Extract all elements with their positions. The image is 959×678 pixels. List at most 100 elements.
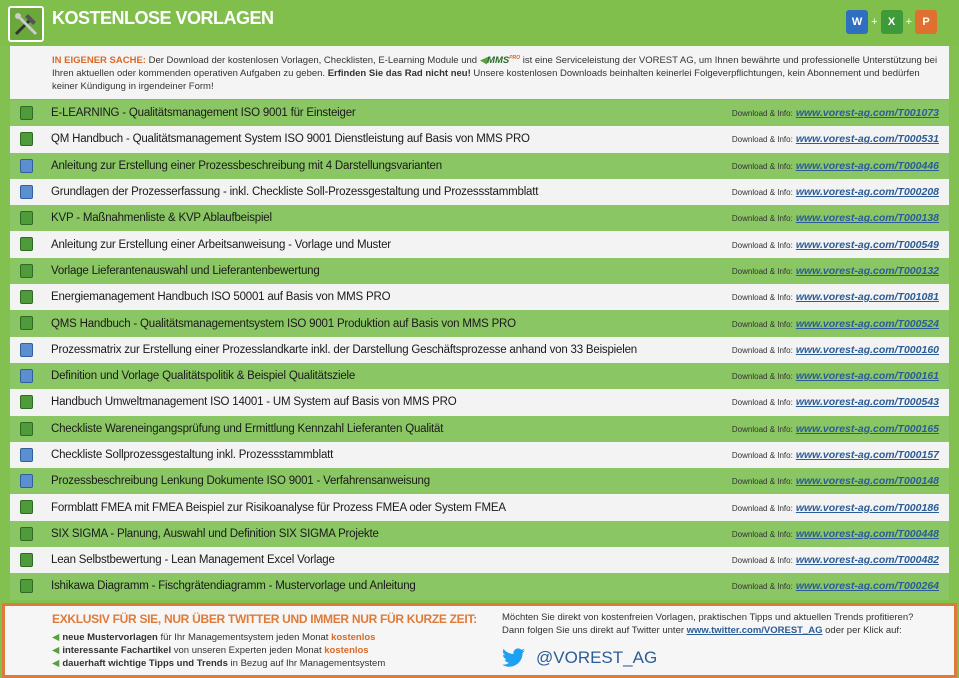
download-link[interactable]: www.vorest-ag.com/T001073 bbox=[795, 107, 939, 120]
download-info: Download & Info: www.vorest-ag.com/T00054… bbox=[732, 396, 939, 408]
download-link[interactable]: www.vorest-ag.com/T000157 bbox=[795, 449, 939, 461]
template-title: Anleitung zur Erstellung einer Arbeitsan… bbox=[51, 238, 391, 251]
list-item: KVP - Maßnahmenliste & KVP Ablaufbeispie… bbox=[10, 205, 949, 232]
word-file-icon bbox=[20, 342, 33, 357]
download-link[interactable]: www.vorest-ag.com/T000160 bbox=[795, 343, 939, 356]
list-item: E-LEARNING - Qualitätsmanagement ISO 900… bbox=[10, 100, 949, 127]
plus: + bbox=[905, 16, 912, 28]
template-title: Handbuch Umweltmanagement ISO 14001 - UM… bbox=[51, 396, 457, 409]
app-icons: W + X + P bbox=[846, 10, 937, 34]
download-info: Download & Info: www.vorest-ag.com/T00026… bbox=[732, 580, 939, 592]
download-label: Download & Info: bbox=[731, 319, 793, 329]
twitter-button[interactable]: @VOREST_AG bbox=[502, 648, 657, 668]
template-title: SIX SIGMA - Planung, Auswahl und Definit… bbox=[51, 527, 379, 540]
download-info: Download & Info: www.vorest-ag.com/T00053… bbox=[732, 133, 939, 145]
excel-file-icon bbox=[20, 553, 33, 568]
download-info: Download & Info: www.vorest-ag.com/T00014… bbox=[732, 475, 939, 487]
powerpoint-icon: P bbox=[915, 10, 937, 34]
list-item: Checkliste Wareneingangsprüfung und Ermi… bbox=[10, 415, 949, 442]
word-file-icon bbox=[20, 474, 33, 489]
download-label: Download & Info: bbox=[731, 161, 793, 171]
list-item: Ishikawa Diagramm - Fischgrätendiagramm … bbox=[10, 573, 949, 600]
plus: + bbox=[871, 16, 878, 28]
download-label: Download & Info: bbox=[731, 109, 793, 119]
download-info: Download & Info: www.vorest-ag.com/T00013… bbox=[732, 265, 939, 277]
arrow-icon: ◀ bbox=[52, 645, 60, 656]
download-info: Download & Info: www.vorest-ag.com/T00015… bbox=[732, 449, 939, 461]
download-link[interactable]: www.vorest-ag.com/T000148 bbox=[795, 475, 939, 488]
template-title: QM Handbuch - Qualitätsmanagement System… bbox=[51, 133, 530, 146]
template-title: Lean Selbstbewertung - Lean Management E… bbox=[51, 554, 335, 567]
download-link[interactable]: www.vorest-ag.com/T000549 bbox=[795, 238, 939, 251]
intro-text-1: Der Download der kostenlosen Vorlagen, C… bbox=[145, 55, 480, 67]
download-link[interactable]: www.vorest-ag.com/T000264 bbox=[795, 580, 939, 593]
excel-file-icon bbox=[20, 500, 33, 515]
download-label: Download & Info: bbox=[731, 135, 793, 145]
list-item: Anleitung zur Erstellung einer Prozessbe… bbox=[10, 152, 949, 179]
download-link[interactable]: www.vorest-ag.com/T000448 bbox=[795, 527, 939, 540]
download-link[interactable]: www.vorest-ag.com/T000524 bbox=[795, 317, 939, 330]
header: KOSTENLOSE VORLAGEN W + X + P bbox=[0, 0, 959, 46]
template-title: Ishikawa Diagramm - Fischgrätendiagramm … bbox=[51, 580, 416, 593]
excel-file-icon bbox=[20, 316, 33, 331]
list-item: Anleitung zur Erstellung einer Arbeitsan… bbox=[10, 231, 949, 258]
template-list: E-LEARNING - Qualitätsmanagement ISO 900… bbox=[10, 100, 949, 600]
download-link[interactable]: www.vorest-ag.com/T000186 bbox=[795, 501, 939, 514]
download-info: Download & Info: www.vorest-ag.com/T00016… bbox=[732, 423, 939, 435]
template-title: Prozessmatrix zur Erstellung einer Proze… bbox=[51, 343, 637, 356]
download-link[interactable]: www.vorest-ag.com/T000138 bbox=[795, 212, 939, 225]
list-item: Definition und Vorlage Qualitätspolitik … bbox=[10, 362, 949, 390]
download-label: Download & Info: bbox=[731, 477, 793, 487]
list-item: Prozessmatrix zur Erstellung einer Proze… bbox=[10, 336, 949, 363]
download-label: Download & Info: bbox=[731, 266, 793, 276]
list-item: Lean Selbstbewertung - Lean Management E… bbox=[10, 547, 949, 574]
download-link[interactable]: www.vorest-ag.com/T000161 bbox=[795, 370, 939, 383]
intro-text-3: Unsere kostenlosen Downloads beinhalten … bbox=[52, 68, 920, 93]
template-title: KVP - Maßnahmenliste & KVP Ablaufbeispie… bbox=[51, 212, 272, 225]
word-icon: W bbox=[846, 10, 869, 34]
template-title: Prozessbeschreibung Lenkung Dokumente IS… bbox=[51, 475, 430, 488]
list-item: Formblatt FMEA mit FMEA Beispiel zur Ris… bbox=[10, 494, 949, 521]
intro-lead: IN EIGENER SACHE: bbox=[52, 55, 146, 67]
list-item: Checkliste Sollprozessgestaltung inkl. P… bbox=[10, 441, 949, 469]
download-label: Download & Info: bbox=[731, 556, 793, 566]
download-label: Download & Info: bbox=[731, 345, 793, 355]
excel-icon: X bbox=[880, 10, 903, 34]
template-title: Definition und Vorlage Qualitätspolitik … bbox=[51, 370, 356, 383]
download-link[interactable]: www.vorest-ag.com/T000543 bbox=[795, 396, 939, 409]
download-label: Download & Info: bbox=[731, 503, 793, 513]
download-link[interactable]: www.vorest-ag.com/T000165 bbox=[795, 422, 939, 435]
download-label: Download & Info: bbox=[731, 293, 793, 303]
page-title: KOSTENLOSE VORLAGEN bbox=[52, 8, 274, 28]
twitter-link[interactable]: www.twitter.com/VOREST_AG bbox=[686, 625, 823, 636]
download-info: Download & Info: www.vorest-ag.com/T00044… bbox=[732, 160, 939, 172]
excel-file-icon bbox=[20, 211, 33, 226]
download-info: Download & Info: www.vorest-ag.com/T00020… bbox=[732, 186, 939, 198]
download-link[interactable]: www.vorest-ag.com/T000132 bbox=[795, 264, 939, 277]
download-link[interactable]: www.vorest-ag.com/T000446 bbox=[795, 159, 939, 172]
download-info: Download & Info: www.vorest-ag.com/T00048… bbox=[732, 554, 939, 566]
download-link[interactable]: www.vorest-ag.com/T001081 bbox=[795, 291, 939, 304]
download-link[interactable]: www.vorest-ag.com/T000208 bbox=[795, 186, 939, 199]
arrow-icon: ◀ bbox=[52, 658, 60, 669]
excel-file-icon bbox=[20, 290, 33, 305]
intro-text: IN EIGENER SACHE: Der Download der koste… bbox=[10, 46, 949, 99]
template-title: Grundlagen der Prozesserfassung - inkl. … bbox=[51, 186, 539, 199]
word-file-icon bbox=[20, 184, 33, 199]
template-title: Checkliste Sollprozessgestaltung inkl. P… bbox=[51, 449, 334, 461]
download-link[interactable]: www.vorest-ag.com/T000482 bbox=[795, 554, 939, 567]
twitter-promo: EXKLUSIV FÜR SIE, NUR ÜBER TWITTER UND I… bbox=[2, 603, 957, 678]
download-info: Download & Info: www.vorest-ag.com/T00018… bbox=[732, 502, 939, 514]
word-file-icon bbox=[20, 447, 33, 462]
excel-file-icon bbox=[20, 132, 33, 147]
word-file-icon bbox=[20, 368, 33, 383]
download-info: Download & Info: www.vorest-ag.com/T00107… bbox=[732, 107, 939, 119]
promo-text: Möchten Sie direkt von kostenfreien Vorl… bbox=[502, 612, 914, 623]
download-info: Download & Info: www.vorest-ag.com/T00013… bbox=[732, 212, 939, 224]
download-info: Download & Info: www.vorest-ag.com/T00016… bbox=[732, 370, 939, 382]
download-link[interactable]: www.vorest-ag.com/T000531 bbox=[795, 133, 939, 146]
list-item: QM Handbuch - Qualitätsmanagement System… bbox=[10, 126, 949, 153]
download-label: Download & Info: bbox=[731, 398, 793, 408]
list-item: QMS Handbuch - Qualitätsmanagementsystem… bbox=[10, 310, 949, 337]
excel-file-icon bbox=[20, 106, 33, 120]
